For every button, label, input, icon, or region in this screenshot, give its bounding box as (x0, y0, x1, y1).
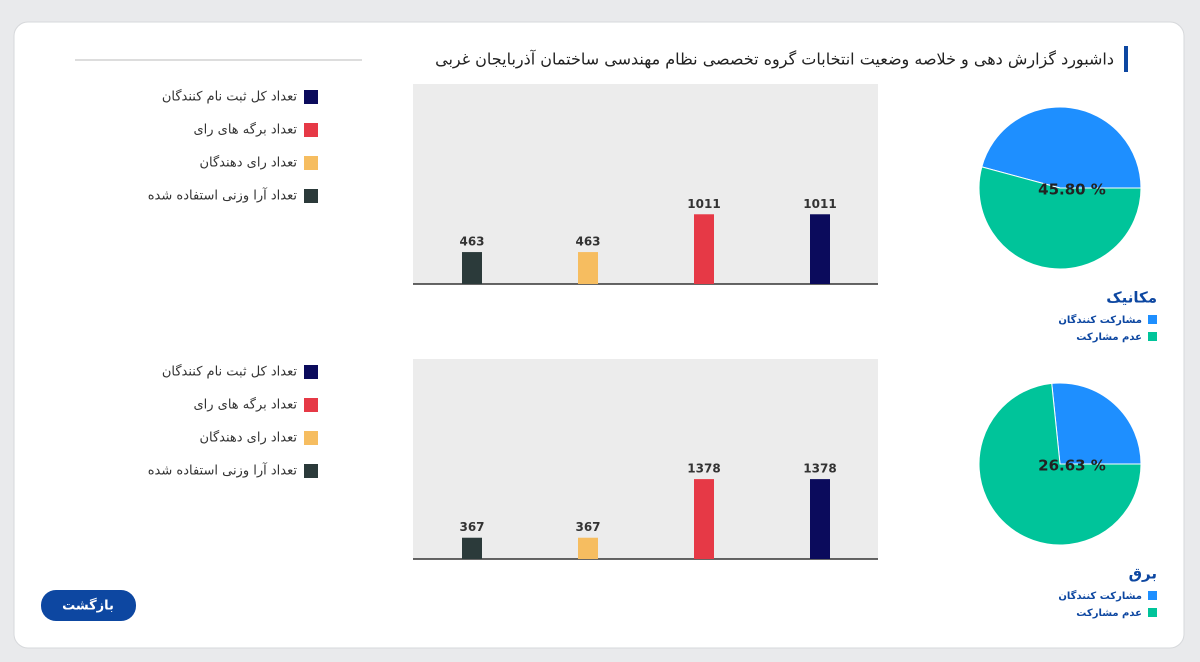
legend-label: عدم مشارکت (1076, 332, 1142, 343)
bar-value-label: 1378 (803, 462, 836, 476)
legend-swatch (1148, 332, 1157, 341)
legend-swatch (1148, 591, 1157, 600)
bar (462, 537, 482, 559)
legend-label: تعداد آرا وزنی استفاده شده (148, 187, 298, 204)
pie-slice (981, 106, 1142, 189)
page-title: داشبورد گزارش دهی و خلاصه وضعیت انتخابات… (435, 50, 1114, 70)
legend-label: تعداد کل ثبت نام کنندگان (162, 364, 298, 380)
bar (810, 479, 830, 559)
bar-value-label: 463 (575, 235, 600, 249)
bar-value-label: 463 (459, 235, 484, 249)
legend-label: عدم مشارکت (1076, 608, 1142, 619)
bar-value-label: 367 (575, 520, 600, 534)
pie-slice (978, 382, 1142, 546)
legend-label: مشارکت کنندگان (1058, 313, 1142, 326)
legend-label: تعداد رای دهندگان (199, 155, 297, 171)
legend-swatch (304, 398, 318, 412)
legend-label: تعداد رای دهندگان (199, 430, 297, 446)
pie-slice (978, 166, 1142, 270)
card (13, 21, 1185, 649)
bar (578, 252, 598, 284)
button-label[interactable]: بازگشت (62, 598, 114, 614)
plot-area (413, 84, 878, 284)
bar-value-label: 367 (459, 520, 484, 534)
pie-value-label: 26.63 % (1038, 457, 1106, 475)
legend-swatch (304, 365, 318, 379)
bar-value-label: 1011 (803, 197, 836, 211)
bar (462, 252, 482, 284)
legend-label: مشارکت کنندگان (1058, 589, 1142, 602)
bar (578, 537, 598, 559)
legend-label: تعداد آرا وزنی استفاده شده (148, 462, 298, 479)
legend-swatch (1148, 315, 1157, 324)
pie-title: مکانیک (1106, 289, 1157, 307)
legend-label: تعداد کل ثبت نام کنندگان (162, 89, 298, 105)
bar (810, 214, 830, 284)
legend-swatch (304, 123, 318, 137)
legend-swatch (304, 156, 318, 170)
title-accent (1124, 46, 1128, 72)
legend-swatch (304, 90, 318, 104)
back-button[interactable]: بازگشت (41, 590, 136, 621)
legend-swatch (304, 189, 318, 203)
bar-value-label: 1378 (687, 462, 720, 476)
legend-swatch (1148, 608, 1157, 617)
bar (694, 214, 714, 284)
legend-label: تعداد برگه های رای (193, 122, 297, 138)
plot-area (413, 359, 878, 559)
button-bg[interactable] (41, 590, 136, 621)
legend-swatch (304, 464, 318, 478)
legend-swatch (304, 431, 318, 445)
bar (694, 479, 714, 559)
pie-value-label: 45.80 % (1038, 181, 1106, 199)
pie-slice (1051, 382, 1142, 465)
bar-value-label: 1011 (687, 197, 720, 211)
pie-title: برق (1129, 565, 1157, 583)
legend-label: تعداد برگه های رای (193, 397, 297, 413)
